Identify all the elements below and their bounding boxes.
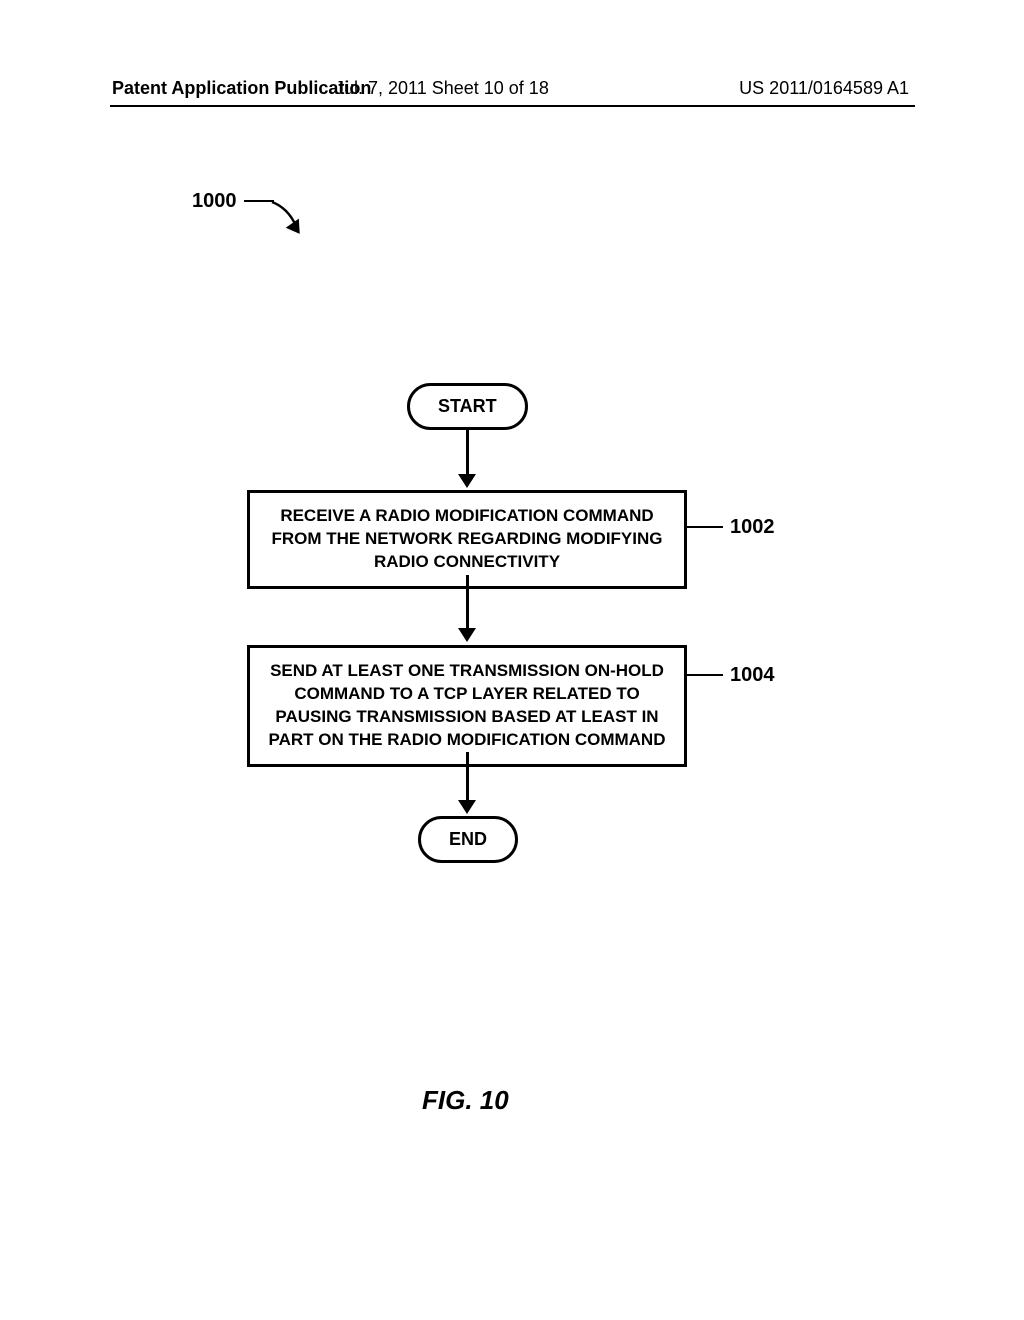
process-box-1002: RECEIVE A RADIO MODIFICATION COMMAND FRO… xyxy=(247,490,687,589)
ref-number-1004: 1004 xyxy=(730,664,775,687)
header-mid: Jul. 7, 2011 Sheet 10 of 18 xyxy=(335,78,549,99)
header-rule xyxy=(110,105,915,107)
start-terminal: START xyxy=(407,383,528,430)
header-left: Patent Application Publication xyxy=(112,78,371,99)
arrow-3 xyxy=(466,752,469,802)
end-terminal: END xyxy=(418,816,518,863)
ref-1004-leader xyxy=(687,674,723,676)
arrow-3-head xyxy=(458,800,476,814)
process-box-1004: SEND AT LEAST ONE TRANSMISSION ON-HOLD C… xyxy=(247,645,687,767)
page: Patent Application Publication Jul. 7, 2… xyxy=(0,0,1024,1320)
arrow-2 xyxy=(466,575,469,630)
figure-caption: FIG. 10 xyxy=(422,1085,509,1116)
header-right: US 2011/0164589 A1 xyxy=(739,78,909,99)
ref-number-1000: 1000 xyxy=(192,190,237,213)
arrow-2-head xyxy=(458,628,476,642)
ref-number-1002: 1002 xyxy=(730,516,775,539)
ref-1002-leader xyxy=(687,526,723,528)
arrow-1 xyxy=(466,430,469,476)
arrow-1-head xyxy=(458,474,476,488)
